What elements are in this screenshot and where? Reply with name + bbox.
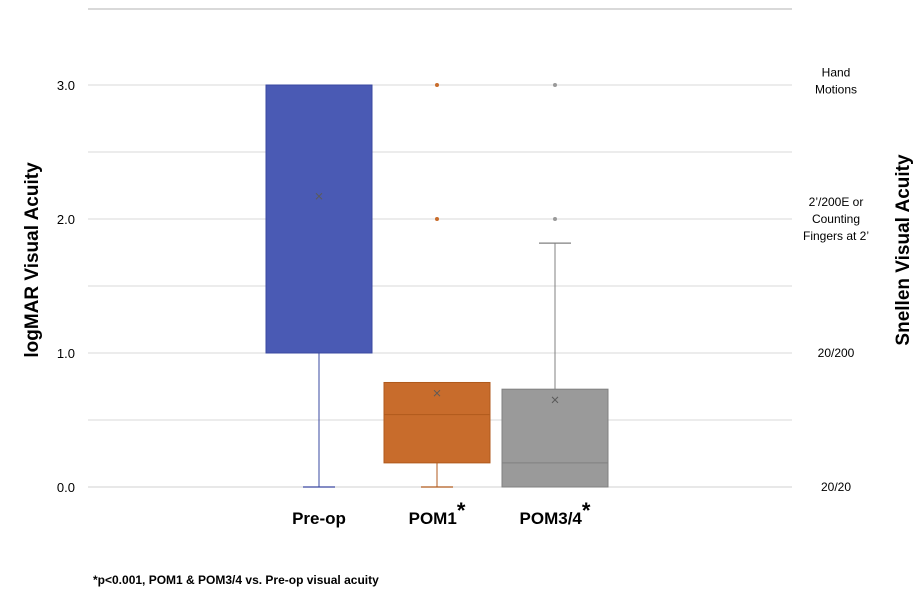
outlier-point (435, 83, 439, 87)
gridlines (88, 84, 792, 488)
y-tick-label: 0.0 (57, 480, 75, 495)
box-pre-op (265, 84, 373, 488)
snellen-label: 20/20 (821, 480, 851, 494)
box-series (265, 83, 609, 488)
significance-asterisk: * (582, 498, 591, 523)
box-pom1 (383, 83, 491, 488)
mean-marker (433, 389, 441, 397)
snellen-label: 20/200 (818, 346, 855, 360)
mean-marker (315, 192, 323, 200)
category-label: POM3/4* (520, 498, 591, 528)
y-tick-label: 1.0 (57, 346, 75, 361)
y-axis-ticks: 0.0 1.0 2.0 3.0 (57, 78, 75, 495)
outlier-point (553, 217, 557, 221)
x-axis-categories: Pre-op POM1* POM3/4* (292, 498, 591, 528)
footnote: *p<0.001, POM1 & POM3/4 vs. Pre-op visua… (93, 573, 379, 587)
y-tick-label: 2.0 (57, 212, 75, 227)
box-pom3-4 (501, 83, 609, 488)
category-label: POM1* (409, 498, 466, 528)
outlier-point (435, 217, 439, 221)
significance-asterisk: * (457, 498, 466, 523)
y-axis-title: logMAR Visual Acuity (22, 162, 43, 358)
snellen-label: Counting (812, 212, 860, 226)
outlier-point (553, 83, 557, 87)
snellen-label: 2’/200E or (809, 195, 864, 209)
snellen-label: Hand (822, 66, 851, 80)
y-tick-label: 3.0 (57, 78, 75, 93)
snellen-axis-labels: Hand Motions 2’/200E or Counting Fingers at … (803, 66, 869, 495)
snellen-label: Fingers at 2’ (803, 229, 869, 243)
snellen-label: Motions (815, 83, 857, 97)
iqr-box (265, 84, 373, 354)
right-axis-title: Snellen Visual Acuity (893, 154, 914, 346)
category-label: Pre-op (292, 509, 346, 528)
iqr-box (383, 381, 491, 464)
iqr-box (501, 388, 609, 488)
mean-marker (551, 396, 559, 404)
